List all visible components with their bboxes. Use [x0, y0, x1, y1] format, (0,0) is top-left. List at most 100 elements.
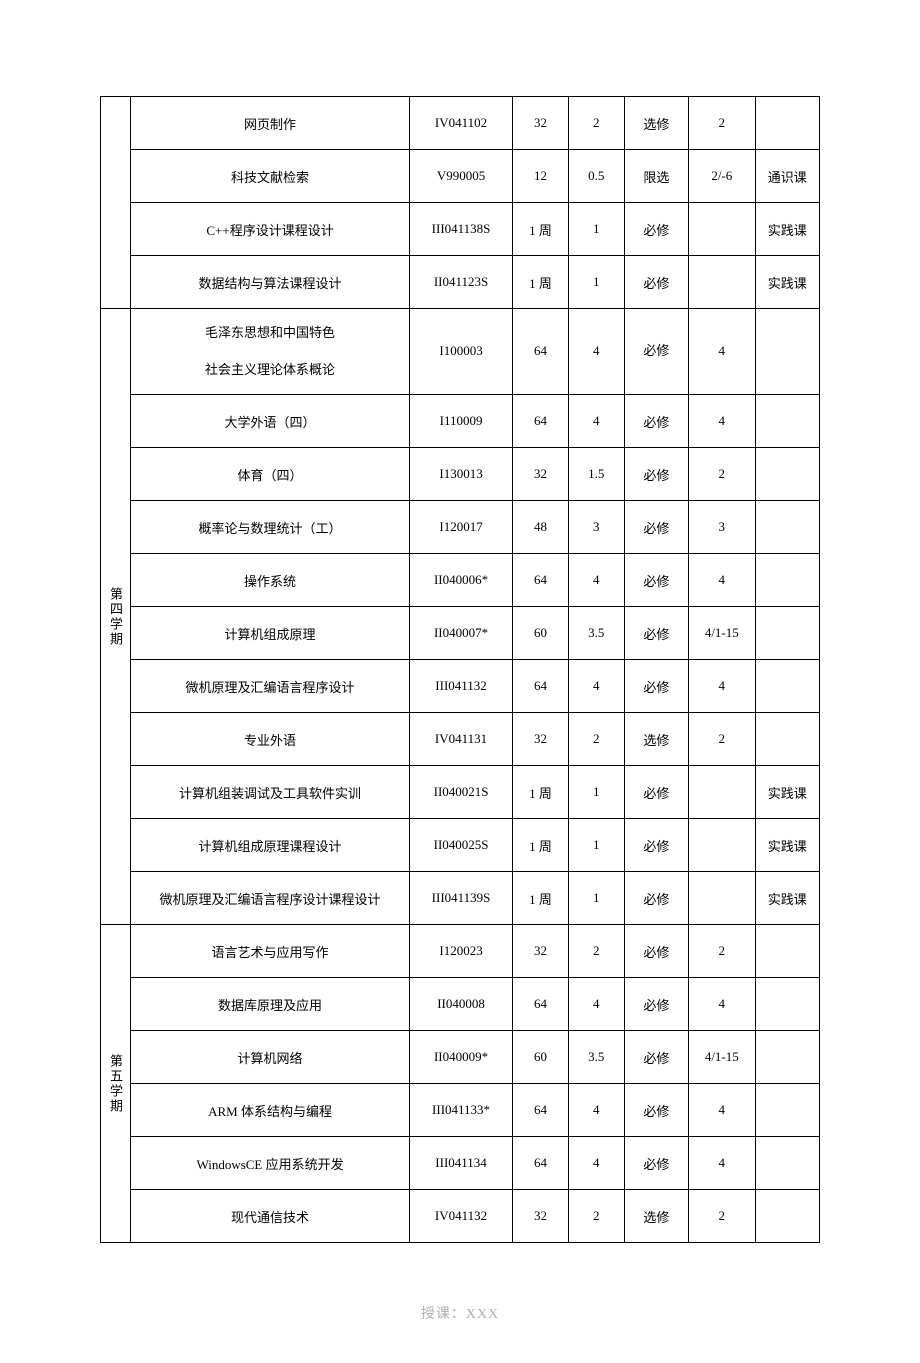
- table-row: WindowsCE 应用系统开发III041134644必修4: [101, 1137, 820, 1190]
- course-week: [689, 203, 756, 256]
- course-name: WindowsCE 应用系统开发: [131, 1137, 410, 1190]
- course-credit: 4: [568, 1084, 624, 1137]
- table-row: 计算机组成原理II040007*603.5必修4/1-15: [101, 607, 820, 660]
- course-code: II040009*: [410, 1031, 513, 1084]
- course-hours: 1 周: [513, 256, 569, 309]
- course-credit: 4: [568, 978, 624, 1031]
- table-row: 第四学期毛泽东思想和中国特色社会主义理论体系概论I100003644必修4: [101, 309, 820, 395]
- course-note: [755, 395, 819, 448]
- table-row: 计算机网络II040009*603.5必修4/1-15: [101, 1031, 820, 1084]
- course-week: 4: [689, 309, 756, 395]
- course-code: III041138S: [410, 203, 513, 256]
- course-code: I130013: [410, 448, 513, 501]
- course-hours: 1 周: [513, 766, 569, 819]
- course-requirement: 必修: [624, 1031, 688, 1084]
- course-name: 专业外语: [131, 713, 410, 766]
- footer-text: 授课：XXX: [0, 1303, 920, 1323]
- table-row: C++程序设计课程设计III041138S1 周1必修实践课: [101, 203, 820, 256]
- course-name: 大学外语（四）: [131, 395, 410, 448]
- table-row: 数据库原理及应用II040008644必修4: [101, 978, 820, 1031]
- course-code: II040021S: [410, 766, 513, 819]
- course-week: [689, 256, 756, 309]
- table-row: ARM 体系结构与编程III041133*644必修4: [101, 1084, 820, 1137]
- course-week: 4: [689, 978, 756, 1031]
- course-requirement: 必修: [624, 978, 688, 1031]
- course-note: [755, 448, 819, 501]
- course-hours: 60: [513, 607, 569, 660]
- course-note: 实践课: [755, 819, 819, 872]
- course-credit: 1: [568, 203, 624, 256]
- course-code: I120023: [410, 925, 513, 978]
- course-hours: 64: [513, 1137, 569, 1190]
- course-hours: 1 周: [513, 819, 569, 872]
- course-hours: 32: [513, 1190, 569, 1243]
- course-credit: 2: [568, 97, 624, 150]
- course-code: IV041132: [410, 1190, 513, 1243]
- course-week: 2: [689, 925, 756, 978]
- course-requirement: 必修: [624, 872, 688, 925]
- course-note: [755, 1031, 819, 1084]
- course-note: 实践课: [755, 256, 819, 309]
- course-name: 语言艺术与应用写作: [131, 925, 410, 978]
- course-week: 2/-6: [689, 150, 756, 203]
- course-credit: 2: [568, 713, 624, 766]
- course-requirement: 必修: [624, 925, 688, 978]
- course-hours: 1 周: [513, 203, 569, 256]
- course-name: 计算机组装调试及工具软件实训: [131, 766, 410, 819]
- course-requirement: 限选: [624, 150, 688, 203]
- course-code: I100003: [410, 309, 513, 395]
- course-code: III041139S: [410, 872, 513, 925]
- table-row: 网页制作IV041102322选修2: [101, 97, 820, 150]
- course-note: [755, 309, 819, 395]
- course-hours: 64: [513, 554, 569, 607]
- course-credit: 3.5: [568, 607, 624, 660]
- course-note: [755, 660, 819, 713]
- course-name: 计算机组成原理课程设计: [131, 819, 410, 872]
- course-code: III041132: [410, 660, 513, 713]
- course-note: [755, 607, 819, 660]
- course-code: III041133*: [410, 1084, 513, 1137]
- course-credit: 4: [568, 1137, 624, 1190]
- course-credit: 4: [568, 660, 624, 713]
- course-credit: 2: [568, 925, 624, 978]
- course-note: [755, 978, 819, 1031]
- course-name: 概率论与数理统计（工）: [131, 501, 410, 554]
- course-requirement: 必修: [624, 395, 688, 448]
- course-week: 2: [689, 97, 756, 150]
- course-note: [755, 1190, 819, 1243]
- course-note: [755, 925, 819, 978]
- course-requirement: 必修: [624, 448, 688, 501]
- course-hours: 64: [513, 309, 569, 395]
- course-hours: 64: [513, 1084, 569, 1137]
- course-name: 数据结构与算法课程设计: [131, 256, 410, 309]
- course-requirement: 必修: [624, 1084, 688, 1137]
- course-week: [689, 766, 756, 819]
- course-requirement: 必修: [624, 256, 688, 309]
- table-row: 现代通信技术IV041132322选修2: [101, 1190, 820, 1243]
- course-credit: 3.5: [568, 1031, 624, 1084]
- course-requirement: 选修: [624, 1190, 688, 1243]
- course-hours: 1 周: [513, 872, 569, 925]
- course-name: 现代通信技术: [131, 1190, 410, 1243]
- course-hours: 60: [513, 1031, 569, 1084]
- course-note: 实践课: [755, 766, 819, 819]
- course-note: 实践课: [755, 872, 819, 925]
- course-note: [755, 1084, 819, 1137]
- course-week: 4: [689, 554, 756, 607]
- course-requirement: 必修: [624, 554, 688, 607]
- course-name: 网页制作: [131, 97, 410, 150]
- course-requirement: 必修: [624, 607, 688, 660]
- course-code: I120017: [410, 501, 513, 554]
- course-credit: 2: [568, 1190, 624, 1243]
- course-note: [755, 97, 819, 150]
- course-table: 网页制作IV041102322选修2科技文献检索V990005120.5限选2/…: [100, 96, 820, 1243]
- course-requirement: 选修: [624, 713, 688, 766]
- course-week: 2: [689, 713, 756, 766]
- table-row: 体育（四）I130013321.5必修2: [101, 448, 820, 501]
- table-row: 数据结构与算法课程设计II041123S1 周1必修实践课: [101, 256, 820, 309]
- course-week: 2: [689, 448, 756, 501]
- table-row: 概率论与数理统计（工）I120017483必修3: [101, 501, 820, 554]
- course-note: 实践课: [755, 203, 819, 256]
- course-note: [755, 554, 819, 607]
- course-name: 计算机组成原理: [131, 607, 410, 660]
